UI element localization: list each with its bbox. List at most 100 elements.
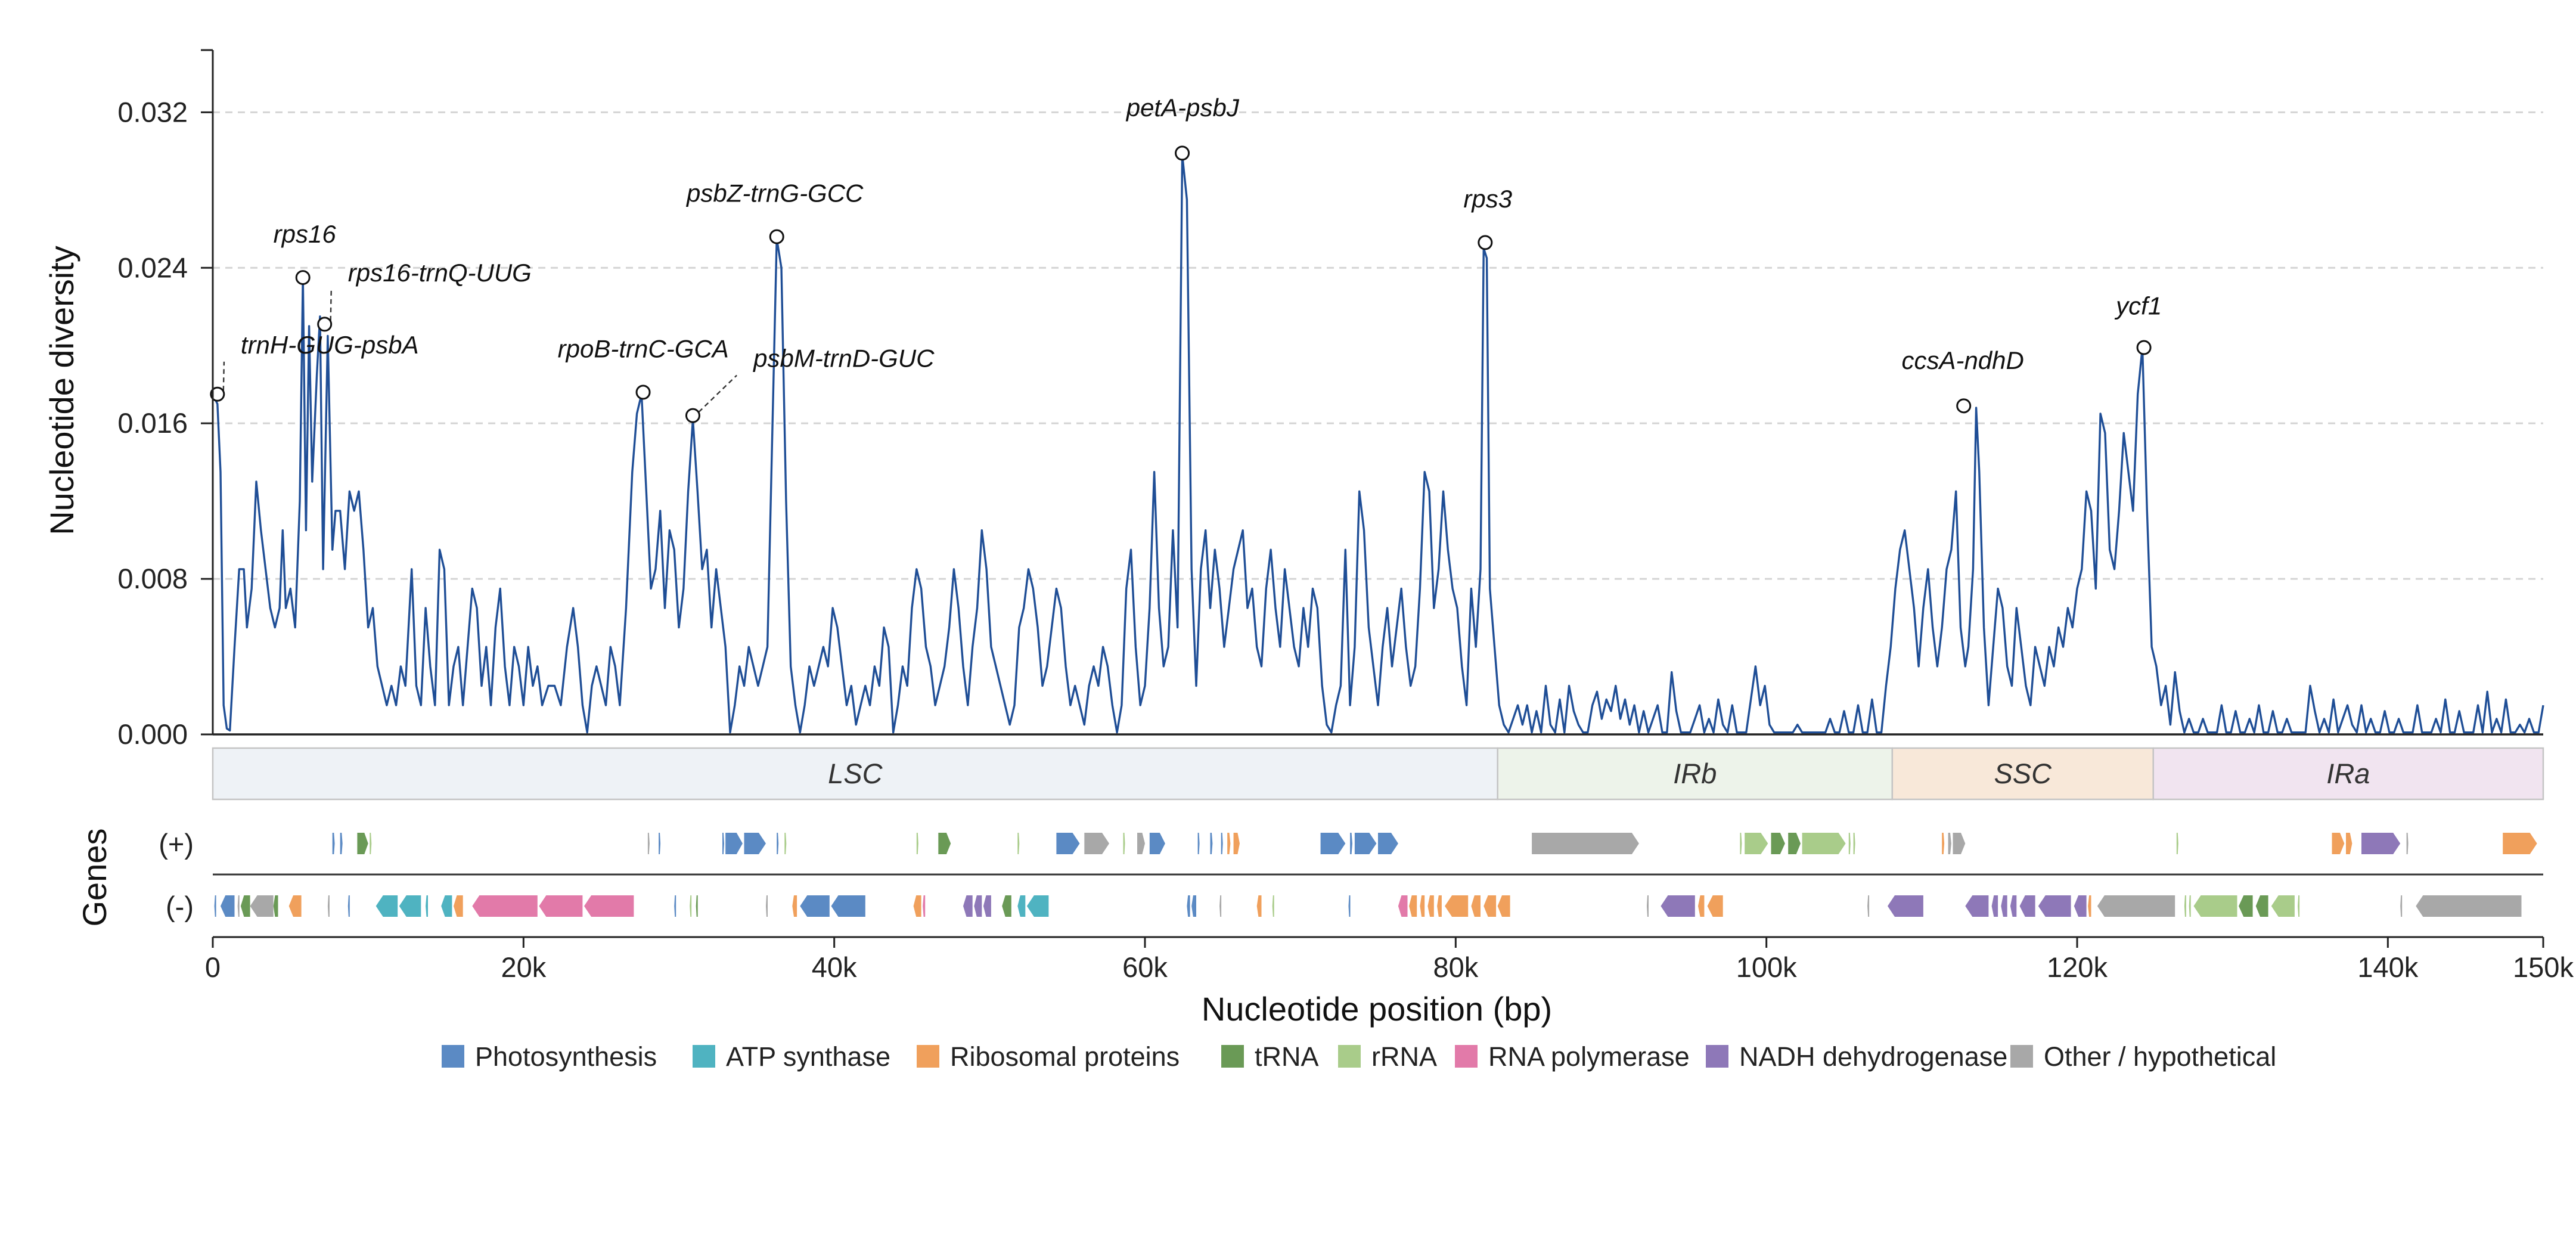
legend-label: Photosynthesis <box>475 1041 657 1072</box>
gene-block <box>1483 895 1497 917</box>
gene-tracks <box>214 833 2537 917</box>
gene-block <box>659 833 661 854</box>
gene-block <box>273 895 278 917</box>
gene-block <box>690 895 692 917</box>
gene-block <box>1427 895 1434 917</box>
gene-block <box>1848 833 1851 854</box>
peak-marker <box>1956 398 1972 414</box>
gene-block <box>2193 895 2237 917</box>
gene-block <box>1233 833 1240 854</box>
peak-label: psbZ-trnG-GCC <box>685 179 864 207</box>
gene-block <box>237 895 240 917</box>
gene-block <box>963 895 973 917</box>
gene-block <box>722 833 724 854</box>
legend-label: ATP synthase <box>726 1041 890 1072</box>
gene-block <box>472 895 538 917</box>
region-label: IRb <box>1673 758 1717 789</box>
gene-block <box>1409 895 1417 917</box>
gene-block <box>2416 895 2522 917</box>
peak-marker <box>1478 235 1493 250</box>
gene-block <box>1056 833 1080 854</box>
x-tick-label: 80k <box>1433 951 1478 983</box>
legend-swatch <box>1221 1045 1244 1068</box>
genes-track-title: Genes <box>76 829 113 927</box>
gene-block <box>1420 895 1425 917</box>
gene-block <box>1802 833 1846 854</box>
peak-label: psbM-trnD-GUC <box>752 345 935 373</box>
gene-block <box>441 895 452 917</box>
plus-strand-label: (+) <box>159 828 194 860</box>
legend-swatch <box>693 1045 715 1068</box>
peak-marker <box>1175 145 1190 161</box>
gene-block <box>725 833 743 854</box>
x-tick-label: 40k <box>812 951 857 983</box>
gene-block <box>1497 895 1510 917</box>
gene-block <box>744 833 766 854</box>
region-ssc <box>1891 747 2154 801</box>
peak-marker <box>295 270 311 286</box>
gene-block <box>674 895 676 917</box>
gene-block <box>1661 895 1695 917</box>
grid-lines <box>213 111 2543 580</box>
gene-block <box>2298 895 2300 917</box>
gene-block <box>923 895 926 917</box>
region-lsc <box>212 747 1498 801</box>
axes: 0.000 0.008 0.016 0.024 0.032 0 20k 40k 60k 80k 1… <box>117 49 2574 983</box>
gene-block <box>1256 895 1262 917</box>
gene-block <box>1437 895 1442 917</box>
gene-block <box>2361 833 2401 854</box>
peak-marker <box>2136 340 2152 355</box>
legend-label: tRNA <box>1255 1041 1319 1072</box>
gene-block <box>1219 895 1222 917</box>
gene-block <box>2406 833 2409 854</box>
gene-block <box>938 833 951 854</box>
gene-block <box>1445 895 1469 917</box>
gene-block <box>347 895 350 917</box>
gene-block <box>1354 833 1377 854</box>
gene-block <box>831 895 865 917</box>
gene-block <box>1398 895 1408 917</box>
y-tick-label: 0.032 <box>117 96 188 128</box>
region-label: LSC <box>828 758 883 789</box>
leader-line <box>698 374 737 413</box>
x-tick-label: 150k <box>2513 951 2574 983</box>
gene-block <box>1350 833 1352 854</box>
legend-swatch <box>1455 1045 1478 1068</box>
gene-block <box>240 895 250 917</box>
gene-block <box>2176 833 2178 854</box>
gene-block <box>1272 895 1274 917</box>
gene-block <box>1867 895 1870 917</box>
peak-label: ycf1 <box>2114 292 2162 320</box>
gene-block <box>214 895 216 917</box>
gene-block <box>1320 833 1346 854</box>
gene-block <box>454 895 463 917</box>
peak-label: rpoB-trnC-GCA <box>558 334 729 362</box>
gene-block <box>766 895 768 917</box>
y-tick-label: 0.008 <box>117 563 188 594</box>
gene-block <box>2400 895 2403 917</box>
gene-block <box>221 895 235 917</box>
gene-block <box>584 895 634 917</box>
gene-block <box>696 895 698 917</box>
peak-marker <box>769 229 784 244</box>
gene-block <box>800 895 830 917</box>
gene-block <box>1942 833 1945 854</box>
gene-block <box>1137 833 1145 854</box>
gene-block <box>1149 833 1165 854</box>
y-axis-title: Nucleotide diversity <box>43 246 80 535</box>
legend-label: RNA polymerase <box>1488 1041 1690 1072</box>
gene-block <box>1740 833 1742 854</box>
gene-block <box>2019 895 2035 917</box>
region-irb <box>1497 747 1894 801</box>
gene-block <box>1991 895 1998 917</box>
y-axis-ticks: 0.000 0.008 0.016 0.024 0.032 <box>117 49 213 750</box>
gene-block <box>2010 895 2017 917</box>
gene-block <box>1745 833 1768 854</box>
gene-block <box>288 895 302 917</box>
peak-label: rps3 <box>1463 185 1512 213</box>
peak-label: rps16 <box>274 220 337 248</box>
gene-block <box>1227 833 1231 854</box>
legend-label: NADH dehydrogenase <box>1739 1041 2007 1072</box>
gene-block <box>1348 895 1351 917</box>
